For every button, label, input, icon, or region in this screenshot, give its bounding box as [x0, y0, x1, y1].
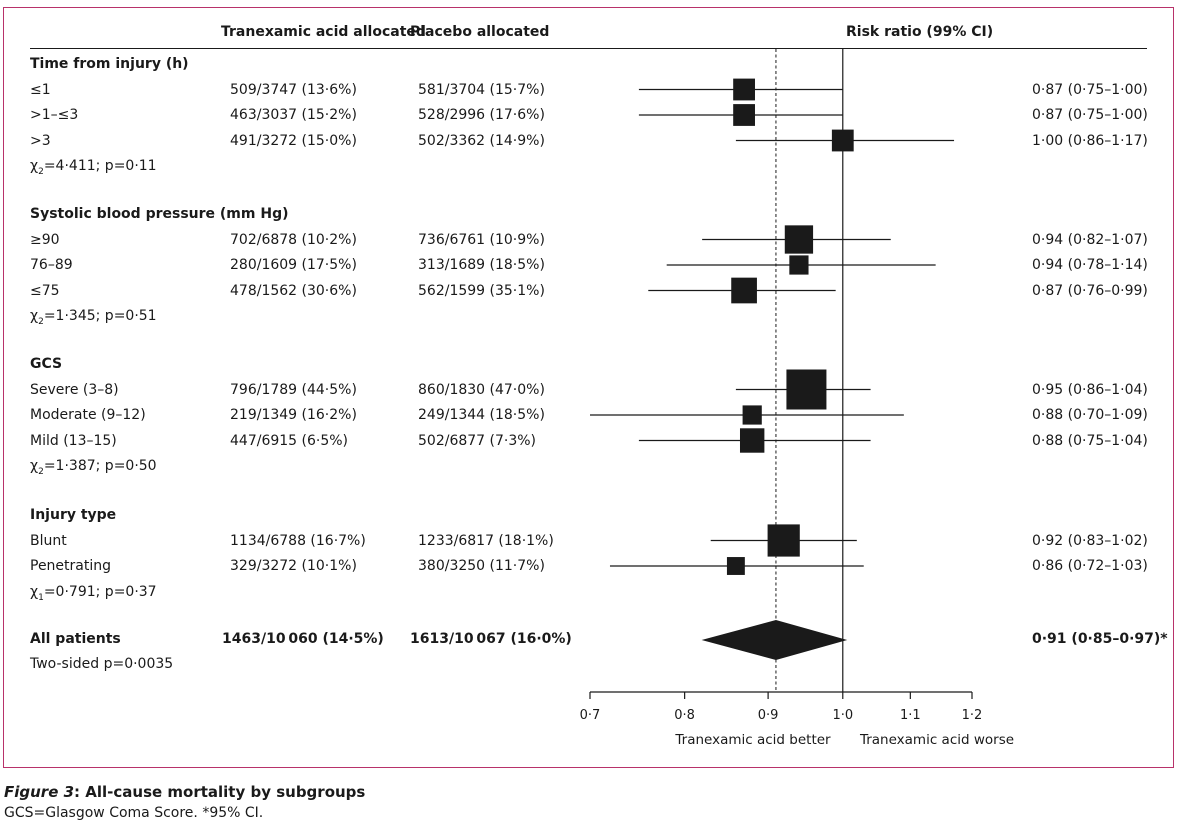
header-risk-ratio: Risk ratio (99% CI)	[846, 24, 994, 40]
x-tick-label: 0·9	[758, 708, 779, 723]
caption-title: : All-cause mortality by subgroups	[74, 783, 366, 801]
placebo-count: 1233/6817 (18·1%)	[418, 532, 554, 549]
point-estimate-square	[726, 557, 745, 575]
risk-ratio-text: 0·94 (0·78–1·14)	[1032, 257, 1148, 273]
subgroup-label: Severe (3–8)	[30, 381, 119, 398]
figure-caption: Figure 3: All-cause mortality by subgrou…	[4, 782, 365, 802]
risk-ratio-text: 0·87 (0·75–1·00)	[1032, 107, 1148, 123]
subgroup-label: ≥90	[30, 231, 60, 248]
treatment-count: 478/1562 (30·6%)	[230, 282, 357, 299]
placebo-count: 528/2996 (17·6%)	[418, 107, 545, 123]
subgroup-label: 76–89	[30, 257, 73, 273]
overall-diamond	[701, 620, 848, 660]
subgroup-label: >3	[30, 132, 51, 149]
chi-result: =1·345; p=0·51	[43, 308, 157, 324]
treatment-count: 463/3037 (15·2%)	[230, 107, 357, 123]
treatment-count: 219/1349 (16·2%)	[230, 407, 357, 423]
x-tick-label: 1·0	[832, 708, 853, 723]
treatment-count: 796/1789 (44·5%)	[230, 381, 357, 398]
caption-figure-label: Figure 3	[4, 783, 75, 801]
degrees-of-freedom: 2	[38, 166, 44, 177]
group-title: Injury type	[30, 507, 117, 523]
placebo-count: 502/6877 (7·3%)	[418, 432, 537, 449]
risk-ratio-text: 0·88 (0·75–1·04)	[1032, 432, 1148, 449]
placebo-count: 380/3250 (11·7%)	[418, 558, 545, 574]
degrees-of-freedom: 2	[38, 316, 44, 327]
subgroup-label: >1–≤3	[30, 107, 79, 123]
header-treatment: Tranexamic acid allocated	[221, 24, 426, 40]
chi-result: =4·411; p=0·11	[43, 158, 157, 174]
heterogeneity-test: χ2=1·345; p=0·51	[30, 308, 157, 327]
chi-result: =1·387; p=0·50	[43, 458, 157, 474]
point-estimate-square	[786, 369, 827, 410]
overall-treatment-count: 1463/10 060 (14·5%)	[222, 631, 384, 647]
figure-footnote: GCS=Glasgow Coma Score. *95% CI.	[4, 805, 264, 821]
treatment-count: 447/6915 (6·5%)	[230, 432, 349, 449]
subgroup-label: ≤75	[30, 282, 60, 299]
risk-ratio-text: 0·87 (0·76–0·99)	[1032, 282, 1148, 299]
point-estimate-square	[731, 277, 757, 304]
risk-ratio-text: 0·95 (0·86–1·04)	[1032, 381, 1148, 398]
point-estimate-square	[789, 255, 809, 275]
figure-frame	[3, 7, 1174, 768]
overall-p-value: Two-sided p=0·0035	[30, 656, 174, 672]
header-rule	[30, 48, 1147, 49]
chi-symbol: χ	[30, 308, 39, 324]
group-title: Systolic blood pressure (mm Hg)	[30, 206, 289, 222]
heterogeneity-test: χ2=1·387; p=0·50	[30, 458, 157, 477]
subgroup-label: Penetrating	[30, 558, 112, 574]
treatment-count: 329/3272 (10·1%)	[230, 558, 357, 574]
chi-symbol: χ	[30, 458, 39, 474]
risk-ratio-text: 0·87 (0·75–1·00)	[1032, 81, 1148, 98]
chi-symbol: χ	[30, 583, 39, 600]
risk-ratio-text: 0·88 (0·70–1·09)	[1032, 407, 1148, 423]
subgroup-label: ≤1	[30, 81, 51, 98]
risk-ratio-text: 0·86 (0·72–1·03)	[1032, 558, 1148, 574]
subgroup-label: Blunt	[30, 532, 67, 549]
chi-result: =0·791; p=0·37	[43, 583, 157, 600]
treatment-count: 1134/6788 (16·7%)	[230, 532, 366, 549]
placebo-count: 562/1599 (35·1%)	[418, 282, 545, 299]
x-tick-label: 0·7	[580, 708, 601, 723]
placebo-count: 249/1344 (18·5%)	[418, 407, 545, 423]
overall-placebo-count: 1613/10 067 (16·0%)	[410, 631, 572, 647]
point-estimate-square	[742, 405, 762, 425]
group-title: GCS	[30, 356, 63, 372]
risk-ratio-text: 0·92 (0·83–1·02)	[1032, 532, 1148, 549]
placebo-count: 736/6761 (10·9%)	[418, 231, 545, 248]
treatment-count: 280/1609 (17·5%)	[230, 257, 357, 273]
risk-ratio-text: 1·00 (0·86–1·17)	[1032, 132, 1148, 149]
point-estimate-square	[733, 78, 755, 101]
degrees-of-freedom: 1	[38, 592, 44, 603]
group-title: Time from injury (h)	[30, 56, 189, 72]
x-tick-label: 1·2	[962, 708, 983, 723]
subgroup-label: Mild (13–15)	[30, 432, 117, 449]
point-estimate-square	[767, 524, 800, 557]
placebo-count: 860/1830 (47·0%)	[418, 381, 545, 398]
treatment-count: 509/3747 (13·6%)	[230, 81, 357, 98]
risk-ratio-text: 0·94 (0·82–1·07)	[1032, 231, 1148, 248]
favours-placebo-label: Tranexamic acid worse	[859, 732, 1014, 748]
x-tick-label: 1·1	[900, 708, 921, 723]
point-estimate-square	[739, 428, 765, 453]
treatment-count: 702/6878 (10·2%)	[230, 231, 357, 248]
point-estimate-square	[733, 104, 755, 126]
point-estimate-square	[784, 225, 814, 254]
subgroup-label: Moderate (9–12)	[30, 407, 146, 423]
chi-symbol: χ	[30, 158, 39, 174]
placebo-count: 502/3362 (14·9%)	[418, 132, 545, 149]
treatment-count: 491/3272 (15·0%)	[230, 132, 357, 149]
degrees-of-freedom: 2	[38, 466, 44, 477]
header-placebo: Placebo allocated	[410, 24, 550, 40]
heterogeneity-test: χ2=4·411; p=0·11	[30, 158, 157, 177]
overall-risk-ratio-text: 0·91 (0·85–0·97)*	[1032, 631, 1168, 647]
heterogeneity-test: χ1=0·791; p=0·37	[30, 583, 157, 603]
overall-label: All patients	[30, 631, 121, 647]
favours-treatment-label: Tranexamic acid better	[674, 732, 831, 748]
placebo-count: 313/1689 (18·5%)	[418, 257, 545, 273]
x-tick-label: 0·8	[674, 708, 695, 723]
placebo-count: 581/3704 (15·7%)	[418, 81, 545, 98]
